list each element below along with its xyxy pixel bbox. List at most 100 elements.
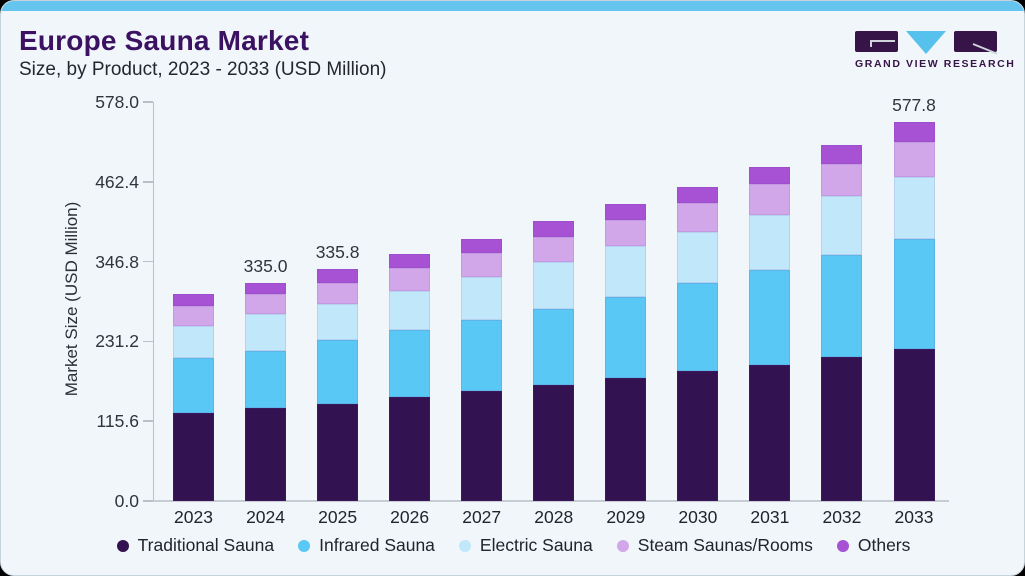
segment-electric-sauna <box>533 262 575 310</box>
segment-electric-sauna <box>317 303 359 341</box>
y-tick-mark <box>143 420 153 422</box>
segment-electric-sauna <box>389 290 431 330</box>
x-axis-line <box>144 500 949 502</box>
segment-others <box>533 220 575 237</box>
logo-v-triangle-icon <box>906 31 946 54</box>
segment-infrared-sauna <box>533 309 575 386</box>
legend-dot <box>836 539 849 552</box>
segment-others <box>173 293 214 306</box>
segment-infrared-sauna <box>461 319 503 392</box>
y-tick-mark <box>143 340 153 343</box>
logo-g-detail <box>870 40 872 47</box>
legend-dot <box>458 539 471 552</box>
segment-others <box>821 145 863 164</box>
segment-traditional-sauna <box>317 403 359 501</box>
y-tick-label: 0.0 <box>114 491 139 511</box>
segment-traditional-sauna <box>821 357 863 501</box>
legend-item-infrared-sauna: Infrared Sauna <box>298 535 435 556</box>
segment-traditional-sauna <box>893 348 935 501</box>
y-axis-title: Market Size (USD Million) <box>62 201 81 397</box>
segment-electric-sauna <box>173 325 214 358</box>
segment-steam-saunas-rooms <box>893 141 935 178</box>
x-tick-label: 2029 <box>606 507 646 527</box>
bar-2032 <box>821 145 863 501</box>
bar-2033 <box>893 122 935 501</box>
logo-wordmark: GRAND VIEW RESEARCH <box>855 58 1016 70</box>
x-tick-label: 2026 <box>390 507 430 527</box>
legend-label: Electric Sauna <box>479 535 593 555</box>
segment-electric-sauna <box>893 177 935 239</box>
x-tick-label: 2024 <box>246 507 286 527</box>
segment-infrared-sauna <box>605 296 647 379</box>
grand-view-research-logo: GRAND VIEW RESEARCH <box>855 31 1016 70</box>
segment-others <box>605 204 647 220</box>
segment-steam-saunas-rooms <box>317 283 359 304</box>
y-tick-label: 115.6 <box>96 411 140 432</box>
segment-traditional-sauna <box>389 397 431 501</box>
x-tick-label: 2031 <box>750 507 790 527</box>
x-tick-label: 2032 <box>822 507 862 527</box>
segment-steam-saunas-rooms <box>173 305 214 326</box>
bar-value-label: 577.8 <box>892 95 936 116</box>
segment-steam-saunas-rooms <box>245 294 287 315</box>
logo-g-detail <box>870 40 895 42</box>
segment-steam-saunas-rooms <box>749 184 791 215</box>
legend-item-electric-sauna: Electric Sauna <box>458 535 593 556</box>
segment-others <box>317 269 359 284</box>
x-tick-label: 2025 <box>318 507 358 527</box>
segment-others <box>893 122 935 142</box>
legend-item-steam-saunas-rooms: Steam Saunas/Rooms <box>616 535 813 556</box>
segment-steam-saunas-rooms <box>605 219 647 247</box>
y-tick-mark <box>143 500 153 502</box>
bar-2024 <box>245 282 287 501</box>
segment-infrared-sauna <box>749 269 791 365</box>
segment-electric-sauna <box>245 314 287 351</box>
top-accent-bar <box>1 1 1024 11</box>
segment-electric-sauna <box>821 195 863 255</box>
logo-r-block-icon <box>954 31 998 55</box>
segment-traditional-sauna <box>605 378 647 501</box>
y-tick-mark <box>143 260 153 263</box>
legend-item-traditional-sauna: Traditional Sauna <box>116 535 275 556</box>
segment-traditional-sauna <box>533 385 575 501</box>
segment-others <box>749 166 791 185</box>
legend-label: Traditional Sauna <box>137 535 275 555</box>
x-tick-label: 2028 <box>534 507 574 527</box>
x-tick-label: 2027 <box>462 507 502 527</box>
legend-label: Infrared Sauna <box>319 535 435 555</box>
segment-electric-sauna <box>677 231 719 283</box>
bar-2028 <box>533 220 575 501</box>
segment-electric-sauna <box>605 246 647 297</box>
segment-infrared-sauna <box>173 357 214 413</box>
segment-traditional-sauna <box>749 364 791 501</box>
bar-2026 <box>389 253 431 501</box>
segment-others <box>461 238 503 253</box>
logo-glyphs <box>855 31 998 55</box>
segment-infrared-sauna <box>389 329 431 398</box>
segment-electric-sauna <box>749 214 791 270</box>
segment-traditional-sauna <box>173 412 214 501</box>
y-tick-mark <box>143 181 153 183</box>
segment-others <box>389 253 431 268</box>
segment-others <box>677 186 719 204</box>
bar-2027 <box>461 238 503 501</box>
y-tick-mark <box>143 101 153 103</box>
page-title: Europe Sauna Market <box>19 25 310 56</box>
segment-infrared-sauna <box>317 340 359 404</box>
segment-steam-saunas-rooms <box>461 252 503 278</box>
bar-2031 <box>749 166 791 501</box>
x-tick-label: 2030 <box>678 507 718 527</box>
y-axis-line <box>153 102 154 501</box>
segment-traditional-sauna <box>245 407 287 501</box>
legend-dot <box>298 539 311 552</box>
bar-value-label: 335.8 <box>315 242 360 263</box>
legend-dot <box>616 539 629 552</box>
chart-legend: Traditional Sauna Infrared Sauna Electric … <box>1 535 1024 556</box>
legend-label: Others <box>857 535 911 555</box>
segment-steam-saunas-rooms <box>821 163 863 196</box>
segment-infrared-sauna <box>245 350 287 408</box>
y-tick-label: 231.2 <box>95 331 139 352</box>
bar-2029 <box>605 204 647 501</box>
segment-traditional-sauna <box>677 371 719 501</box>
